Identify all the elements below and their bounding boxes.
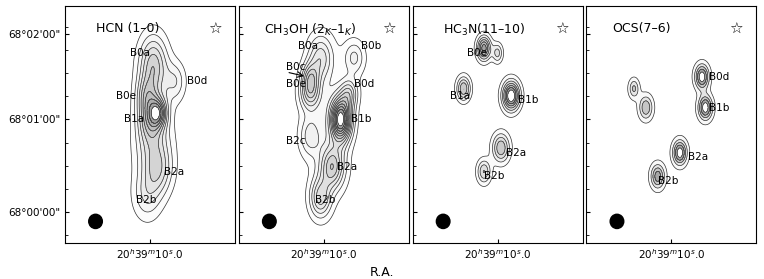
Text: ☆: ☆ (555, 22, 569, 37)
Text: B2a: B2a (163, 167, 183, 177)
Text: B0e: B0e (116, 91, 136, 101)
Text: B0e: B0e (467, 48, 487, 58)
Text: B1a: B1a (125, 114, 144, 124)
Text: B2a: B2a (338, 162, 358, 172)
Text: B1a: B1a (450, 91, 470, 101)
Text: HC$_3$N(11–10): HC$_3$N(11–10) (443, 22, 526, 38)
Text: B0d: B0d (709, 72, 729, 82)
Text: B0b: B0b (361, 41, 381, 51)
Ellipse shape (263, 214, 276, 229)
Text: CH$_3$OH (2$_K$–1$_K$): CH$_3$OH (2$_K$–1$_K$) (264, 22, 357, 38)
Ellipse shape (436, 214, 450, 229)
Text: B2b: B2b (658, 176, 678, 186)
Text: B0d: B0d (354, 79, 374, 89)
Text: B2b: B2b (136, 195, 157, 205)
Ellipse shape (89, 214, 102, 229)
Y-axis label: dec: dec (0, 113, 4, 136)
Text: B2b: B2b (484, 171, 504, 181)
Text: B2a: B2a (688, 152, 708, 162)
Text: B0d: B0d (187, 76, 208, 86)
Text: B1b: B1b (709, 103, 729, 112)
Text: B0e: B0e (286, 79, 306, 89)
Text: ☆: ☆ (208, 22, 222, 37)
Text: R.A.: R.A. (370, 266, 394, 279)
Text: B0c: B0c (286, 62, 306, 72)
Text: B1b: B1b (518, 95, 539, 105)
Text: ☆: ☆ (729, 22, 743, 37)
Text: ☆: ☆ (381, 22, 395, 37)
Text: B2c: B2c (286, 136, 306, 146)
Text: B0a: B0a (298, 41, 319, 51)
Text: OCS(7–6): OCS(7–6) (612, 22, 670, 35)
Text: B2b: B2b (316, 195, 335, 205)
Text: B0a: B0a (130, 48, 150, 58)
Text: B1b: B1b (351, 114, 371, 124)
Ellipse shape (610, 214, 623, 229)
Text: B2a: B2a (506, 148, 526, 158)
Text: HCN (1–0): HCN (1–0) (96, 22, 159, 35)
